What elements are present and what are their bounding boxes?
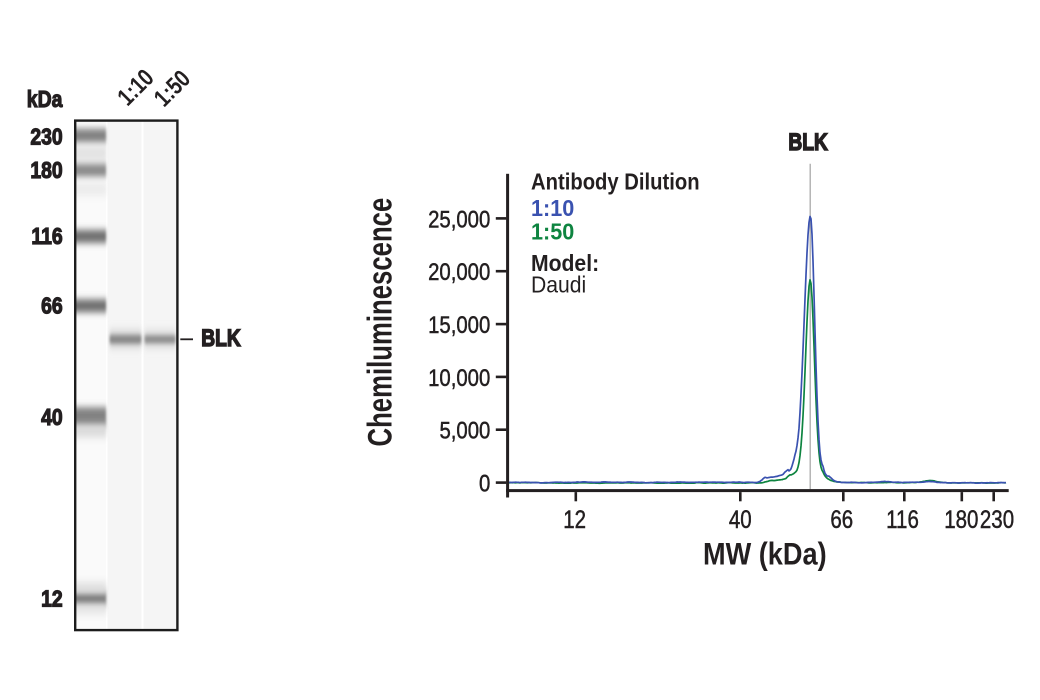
- svg-text:230: 230: [980, 505, 1014, 534]
- svg-text:20,000: 20,000: [428, 258, 490, 285]
- svg-text:kDa: kDa: [27, 86, 64, 112]
- svg-text:MW (kDa): MW (kDa): [703, 537, 827, 572]
- svg-text:116: 116: [31, 224, 62, 250]
- svg-text:66: 66: [830, 505, 853, 534]
- svg-text:1:10: 1:10: [531, 195, 574, 221]
- svg-text:0: 0: [479, 470, 490, 497]
- svg-text:Model:: Model:: [531, 250, 599, 276]
- svg-text:15,000: 15,000: [428, 311, 490, 338]
- svg-text:BLK: BLK: [201, 324, 241, 352]
- svg-text:180: 180: [944, 505, 978, 534]
- svg-text:10,000: 10,000: [428, 364, 490, 391]
- svg-text:12: 12: [563, 505, 586, 534]
- svg-text:Chemiluminescence: Chemiluminescence: [362, 198, 399, 447]
- svg-text:12: 12: [41, 586, 63, 612]
- svg-text:25,000: 25,000: [428, 205, 490, 232]
- svg-text:40: 40: [41, 404, 63, 430]
- svg-text:116: 116: [886, 505, 919, 534]
- svg-text:66: 66: [41, 293, 63, 319]
- svg-text:180: 180: [30, 157, 62, 183]
- svg-text:5,000: 5,000: [439, 417, 490, 444]
- svg-text:230: 230: [30, 124, 62, 150]
- svg-text:Daudi: Daudi: [531, 272, 586, 298]
- svg-text:Antibody Dilution: Antibody Dilution: [531, 168, 700, 195]
- svg-text:BLK: BLK: [788, 128, 828, 156]
- svg-text:1:50: 1:50: [531, 219, 574, 245]
- svg-text:40: 40: [729, 505, 752, 534]
